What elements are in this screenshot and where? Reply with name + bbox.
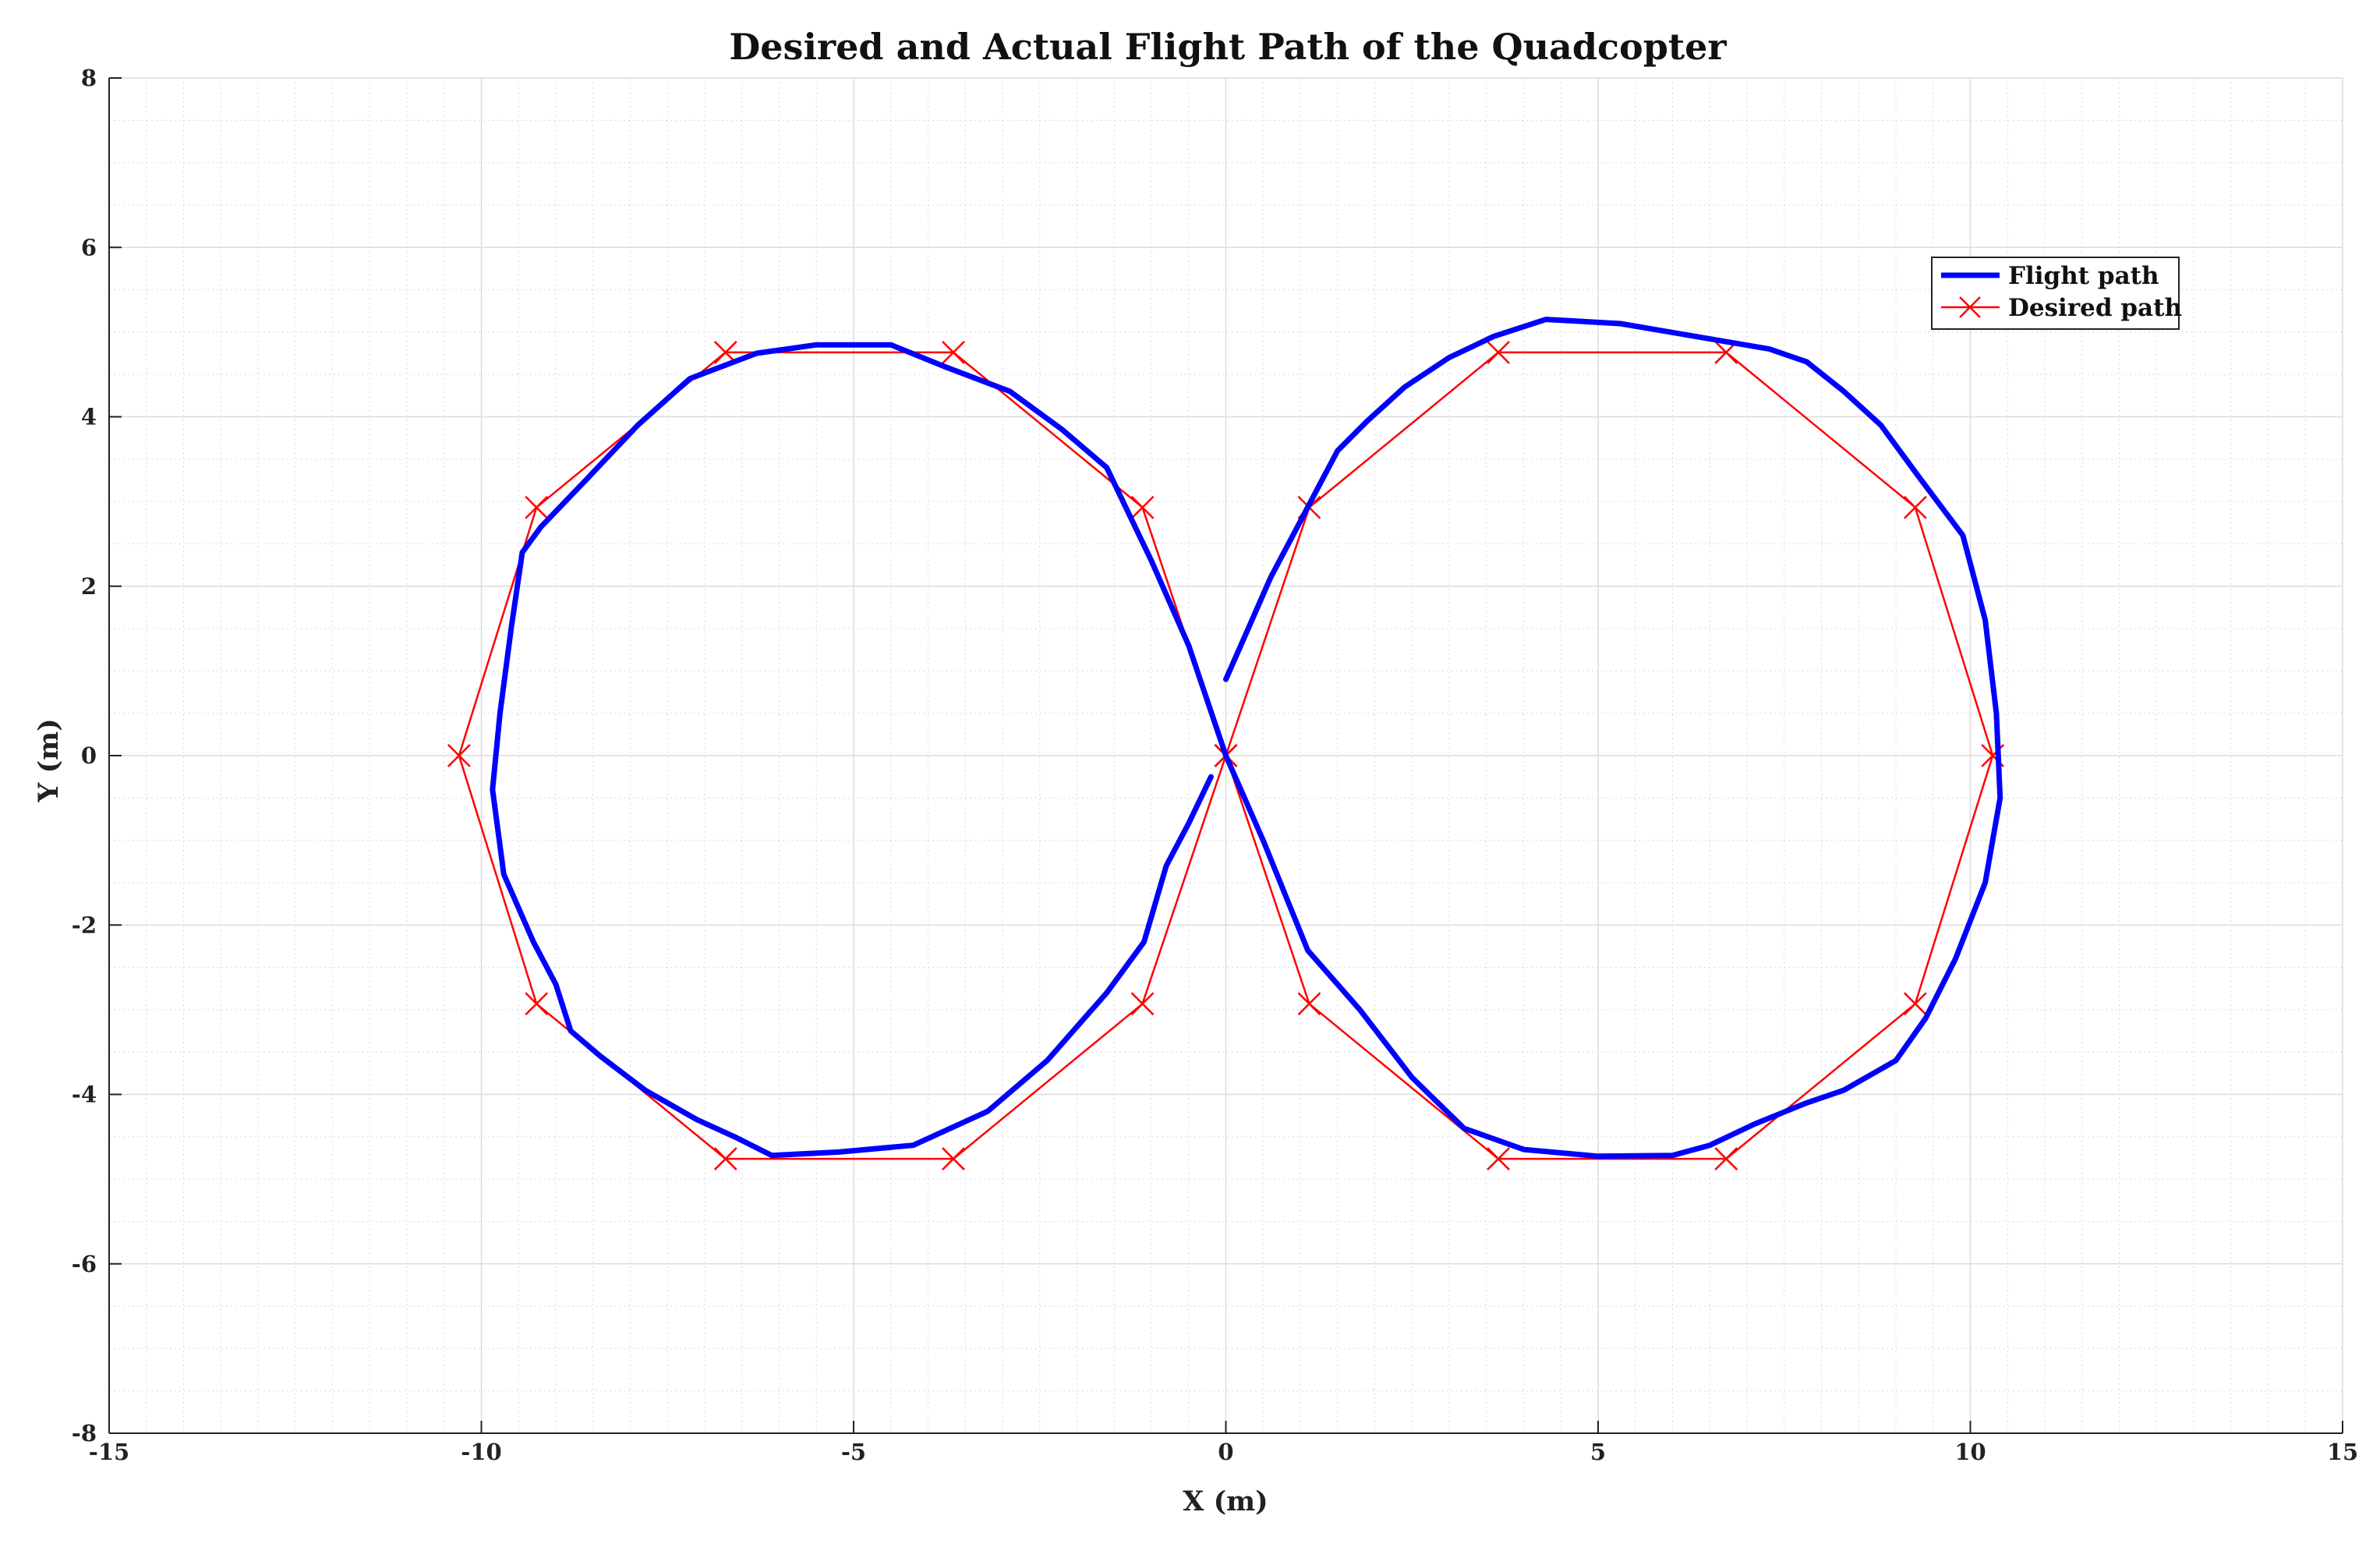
desired-path-marker <box>525 495 549 519</box>
y-tick-label: -8 <box>72 1420 97 1446</box>
y-tick-label: 8 <box>81 65 97 91</box>
desired-path-marker <box>1903 992 1927 1016</box>
axes <box>108 77 2343 1434</box>
x-tick-label: -15 <box>89 1439 129 1465</box>
legend-label-flight-path: Flight path <box>2008 262 2159 290</box>
legend-marker-desired-path <box>1959 296 1981 318</box>
y-tick-label: -6 <box>72 1251 97 1277</box>
y-tick-label: -2 <box>72 912 97 938</box>
x-axis-label: X (m) <box>1183 1485 1268 1517</box>
x-tick-label: 10 <box>1954 1439 1986 1465</box>
desired-path-marker <box>942 341 965 364</box>
y-tick-label: -4 <box>72 1082 97 1108</box>
y-axis-label: Y (m) <box>33 718 65 802</box>
y-tick-label: 0 <box>81 742 97 769</box>
y-tick-label: 4 <box>81 404 97 430</box>
desired-path-marker <box>1130 495 1155 519</box>
series-layer <box>447 317 2005 1170</box>
desired-path-marker <box>525 992 549 1016</box>
legend-label-desired-path: Desired path <box>2008 294 2182 322</box>
legend: Flight path Desired path <box>1931 257 2182 330</box>
x-tick-label: 0 <box>1218 1439 1233 1465</box>
desired-path-marker <box>1903 495 1927 519</box>
desired-path-marker <box>1297 992 1321 1016</box>
desired-path-marker <box>1487 341 1510 364</box>
y-tick-label: 6 <box>81 234 97 260</box>
desired-path-marker <box>447 744 471 767</box>
tick-labels: -15 -10 -5 0 5 10 15 -8 -6 -4 -2 0 2 4 6 8 <box>72 65 2358 1465</box>
x-tick-label: -5 <box>841 1439 866 1465</box>
desired-path-marker <box>1130 992 1155 1016</box>
legend-box <box>1931 257 2180 330</box>
x-tick-label: 5 <box>1590 1439 1606 1465</box>
x-tick-label: -10 <box>461 1439 501 1465</box>
chart-title: Desired and Actual Flight Path of the Qu… <box>729 26 1727 68</box>
y-tick-label: 2 <box>81 573 97 600</box>
desired-path-marker <box>1714 1147 1738 1170</box>
x-tick-label: 15 <box>2327 1439 2358 1465</box>
desired-path-marker <box>1487 1147 1510 1170</box>
desired-path-marker <box>942 1147 965 1170</box>
desired-path-marker <box>713 1147 737 1170</box>
flight-path-line <box>490 317 2003 1160</box>
